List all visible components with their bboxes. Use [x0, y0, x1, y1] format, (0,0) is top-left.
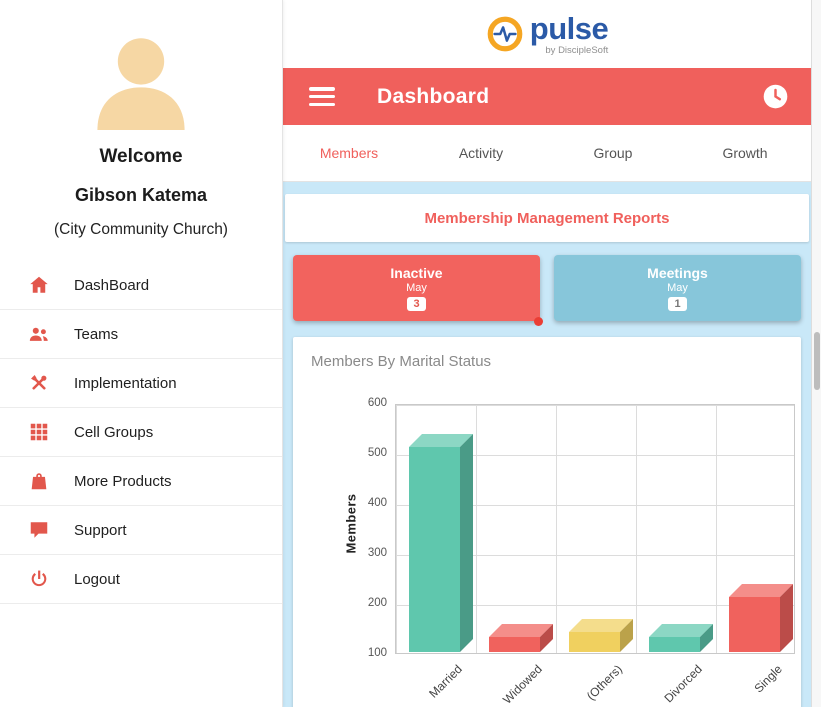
logo-bar: pulse by DiscipleSoft — [283, 0, 811, 68]
main-area: pulse by DiscipleSoft Dashboard Members … — [283, 0, 811, 707]
tab-growth[interactable]: Growth — [722, 145, 768, 161]
sidebar-item-label: More Products — [74, 472, 172, 490]
sidebar: Welcome Gibson Katema (City Community Ch… — [0, 0, 283, 707]
app-header: Dashboard — [283, 68, 811, 125]
sidebar-item-label: Teams — [74, 325, 119, 343]
teams-icon — [28, 323, 50, 345]
chart-bar — [568, 619, 633, 652]
chart-plot — [395, 404, 795, 654]
bag-icon — [28, 470, 50, 492]
reports-card: Membership Management Reports — [285, 194, 809, 242]
tab-activity[interactable]: Activity — [458, 145, 504, 161]
logo-texts: pulse by DiscipleSoft — [529, 10, 609, 56]
power-icon — [28, 568, 50, 590]
chart-y-tick: 400 — [367, 497, 387, 509]
chart-y-tick: 200 — [367, 597, 387, 609]
sidebar-item-teams[interactable]: Teams — [0, 310, 282, 359]
pulse-logo-icon — [487, 16, 523, 52]
chart-x-label: Divorced — [661, 662, 705, 706]
hamburger-menu-icon[interactable] — [309, 87, 335, 106]
home-icon — [28, 274, 50, 296]
reports-title: Membership Management Reports — [424, 209, 670, 227]
stat-row: Inactive May 3 Meetings May 1 — [293, 255, 801, 326]
welcome-text: Welcome — [99, 146, 183, 167]
sidebar-item-label: DashBoard — [74, 276, 150, 294]
content-area: Membership Management Reports Inactive M… — [283, 182, 811, 707]
sidebar-item-label: Support — [74, 521, 127, 539]
sidebar-item-support[interactable]: Support — [0, 506, 282, 555]
scrollbar-track[interactable] — [811, 0, 821, 707]
sidebar-item-cell-groups[interactable]: Cell Groups — [0, 408, 282, 457]
sidebar-item-dashboard[interactable]: DashBoard — [0, 261, 282, 310]
chart-x-label: Widowed — [500, 662, 545, 707]
church-name: (City Community Church) — [54, 221, 228, 238]
tab-group[interactable]: Group — [593, 145, 633, 161]
chart-bar — [408, 434, 473, 652]
stat-label: Inactive — [390, 265, 443, 281]
avatar-icon — [97, 38, 185, 130]
chart-bar — [488, 624, 553, 652]
chart-x-label: (Others) — [583, 662, 625, 704]
chart-x-label: Married — [426, 662, 465, 701]
tab-members[interactable]: Members — [319, 145, 379, 161]
sidebar-item-logout[interactable]: Logout — [0, 555, 282, 604]
tools-icon — [28, 372, 50, 394]
stat-count-badge: 3 — [407, 297, 426, 311]
sidebar-menu: DashBoard Teams Implementation Cell Grou… — [0, 261, 282, 604]
chart-bar — [728, 584, 793, 652]
chart-y-tick: 100 — [367, 647, 387, 659]
sidebar-item-label: Cell Groups — [74, 423, 154, 441]
chart-y-tick: 300 — [367, 547, 387, 559]
stat-month: May — [406, 282, 427, 294]
sidebar-item-label: Implementation — [74, 374, 177, 392]
sidebar-item-implementation[interactable]: Implementation — [0, 359, 282, 408]
grid-icon — [28, 421, 50, 443]
chart-x-label: Single — [751, 662, 785, 696]
chart-card: Members By Marital Status Members 600 500… — [293, 337, 801, 707]
clock-icon[interactable] — [762, 83, 789, 110]
chart-bar — [648, 624, 713, 652]
chart: Members 600 500 400 300 200 100 Married Widowed… — [343, 397, 795, 707]
chart-title: Members By Marital Status — [311, 353, 492, 370]
scrollbar-handle[interactable] — [814, 332, 820, 390]
stat-month: May — [667, 282, 688, 294]
pulse-logo: pulse by DiscipleSoft — [486, 10, 609, 56]
avatar — [0, 28, 282, 130]
stat-card-inactive[interactable]: Inactive May 3 — [293, 255, 543, 326]
logo-subtext: by DiscipleSoft — [545, 44, 609, 56]
stat-label: Meetings — [647, 265, 708, 281]
user-name: Gibson Katema — [74, 185, 208, 205]
tab-bar: Members Activity Group Growth — [283, 125, 811, 182]
stat-count-badge: 1 — [668, 297, 687, 311]
sidebar-item-label: Logout — [74, 570, 120, 588]
chat-icon — [28, 519, 50, 541]
page-title: Dashboard — [377, 84, 490, 108]
notification-dot — [534, 317, 543, 326]
chart-y-tick: 600 — [367, 397, 387, 409]
sidebar-item-more-products[interactable]: More Products — [0, 457, 282, 506]
chart-y-tick: 500 — [367, 447, 387, 459]
stat-card-meetings[interactable]: Meetings May 1 — [554, 255, 801, 321]
logo-word: pulse — [529, 10, 609, 46]
